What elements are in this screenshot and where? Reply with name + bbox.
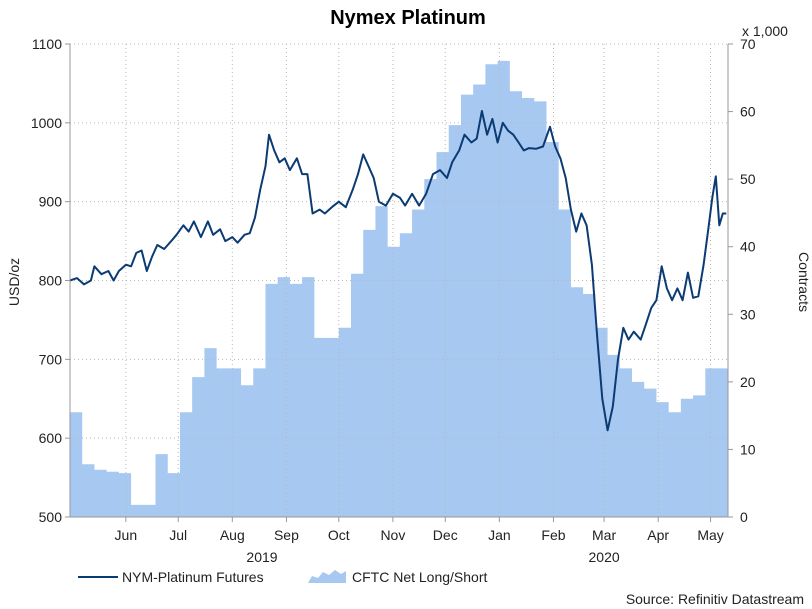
x-tick-label: Dec [433, 527, 458, 543]
right-tick-label: 10 [740, 441, 756, 457]
right-axis-multiplier: x 1,000 [742, 23, 788, 39]
legend-cftc-label: CFTC Net Long/Short [352, 569, 487, 585]
left-axis-label: USD/oz [6, 258, 22, 306]
x-tick-label: Jul [169, 527, 187, 543]
x-tick-label: Aug [220, 527, 245, 543]
legend-area-swatch [308, 570, 346, 583]
source-note: Source: Refinitiv Datastream [626, 591, 804, 607]
x-tick-label: Apr [647, 527, 669, 543]
right-tick-label: 0 [740, 509, 748, 525]
right-axis-label: Contracts [796, 252, 812, 312]
right-tick-label: 40 [740, 239, 756, 255]
axis-layer: 500 600 700 800 900 1000 1100 0 10 20 30 40 50 60 70 Ju… [31, 36, 756, 565]
x-tick-label: Mar [592, 527, 616, 543]
cftc-net-area [70, 60, 728, 518]
platinum-line-layer [69, 110, 727, 432]
right-tick-label: 70 [740, 36, 756, 52]
x-tick-label: Feb [541, 527, 565, 543]
left-tick-label: 1000 [31, 115, 62, 131]
x-tick-label: Sep [274, 527, 299, 543]
right-tick-label: 30 [740, 306, 756, 322]
left-tick-label: 700 [39, 351, 63, 367]
x-tick-label: Jun [115, 527, 138, 543]
year-label: 2019 [246, 549, 277, 565]
platinum-price-line [69, 110, 727, 432]
year-label: 2020 [589, 549, 620, 565]
legend: NYM-Platinum Futures CFTC Net Long/Short [78, 569, 487, 585]
x-tick-label: May [697, 527, 723, 543]
x-tick-label: Jan [488, 527, 511, 543]
left-tick-label: 800 [39, 273, 63, 289]
x-tick-label: Nov [380, 527, 405, 543]
left-tick-label: 1100 [32, 36, 62, 52]
chart-title: Nymex Platinum [330, 7, 486, 29]
left-tick-label: 500 [39, 509, 63, 525]
legend-platinum-label: NYM-Platinum Futures [122, 569, 264, 585]
x-tick-label: Oct [328, 527, 350, 543]
left-tick-label: 900 [39, 194, 63, 210]
cftc-area-layer [70, 60, 728, 518]
right-tick-label: 20 [740, 374, 756, 390]
left-tick-label: 600 [39, 430, 63, 446]
right-tick-label: 50 [740, 171, 756, 187]
right-tick-label: 60 [740, 104, 756, 120]
